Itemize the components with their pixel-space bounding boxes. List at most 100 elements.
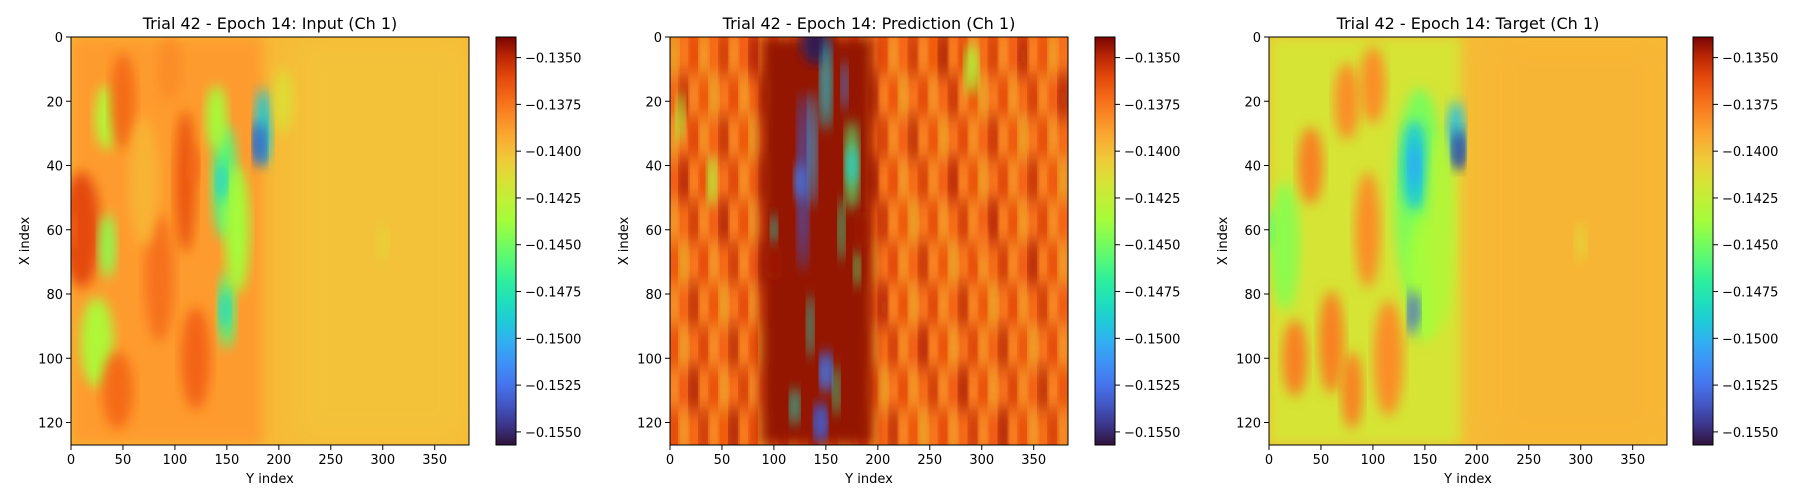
x-tick-label: 250 [1516,453,1541,468]
y-tick-label: 120 [38,417,63,432]
streak [959,361,968,420]
streak [929,277,938,336]
colorbar-tick-label: −0.1450 [1124,239,1180,254]
field-blob [790,387,799,426]
streak [939,152,948,211]
streak [999,152,1008,211]
streak [979,403,988,445]
field-blob [707,155,716,208]
x-axis-label: Y index [844,472,893,487]
streak [909,69,918,127]
y-tick-label: 40 [46,160,63,175]
streak [709,277,719,336]
streak [1029,319,1038,378]
streak [879,236,888,295]
streak [729,152,739,211]
field-blob [820,40,832,131]
panel-3: Trial 42 - Epoch 14: Target (Ch 1) 0 50 100… [1216,14,1778,487]
streak [969,361,978,420]
field-blob [99,213,116,278]
streak [889,152,898,211]
streak [1059,69,1068,127]
field-blob [71,171,101,288]
streak [1019,319,1028,378]
streak [699,152,709,211]
streak [709,69,719,127]
y-tick-label: 80 [1244,288,1261,303]
streak [999,277,1008,336]
streak [689,277,699,336]
y-tick-label: 0 [1253,31,1261,46]
streak [679,152,689,211]
streak [1009,69,1018,127]
x-tick-label: 200 [1464,453,1489,468]
streak [889,194,898,253]
streak [689,319,699,378]
streak [989,194,998,253]
streak [1039,403,1048,445]
streak [879,319,888,378]
y-tick-label: 0 [55,31,63,46]
heatmap-feature-1 [216,162,227,201]
heatmap-feature-5 [768,242,780,282]
y-tick-label: 0 [654,31,662,46]
heatmap-feature-3 [815,403,826,442]
streak [1009,110,1018,169]
streak [1039,194,1048,253]
streak [989,236,998,295]
x-tick-label: 350 [1620,453,1645,468]
streak [689,236,699,295]
streak [919,277,928,336]
x-tick-label: 250 [917,453,942,468]
streak [689,110,699,169]
heatmap-image [71,37,469,445]
field-blob [676,91,685,144]
field-blob [181,306,211,410]
streak [949,361,958,420]
streak [699,403,709,445]
streak [909,194,918,253]
streak [1019,361,1028,420]
field-blob [102,351,134,429]
streak [959,236,968,295]
streak [979,361,988,420]
streak [909,361,918,420]
heatmap-feature-0 [254,123,266,163]
streak [749,110,759,169]
field-blob [174,110,196,253]
streak [1049,361,1058,420]
streak [949,110,958,169]
streak [919,152,928,211]
field-blob [1360,46,1386,124]
streak [909,403,918,445]
streak [959,403,968,445]
colorbar-scale [495,36,517,446]
streak [699,319,709,378]
heatmap-feature-2 [219,290,230,330]
streak [1029,236,1038,295]
streak [899,361,908,420]
streak [729,236,739,295]
streak [729,110,739,169]
streak [1019,403,1028,445]
y-axis-label: X index [18,216,33,265]
streak [1039,152,1048,211]
streak [989,277,998,336]
streak [1039,236,1048,295]
streak [899,403,908,445]
streak [889,69,898,127]
streak [949,236,958,295]
streak [899,236,908,295]
streak [1019,194,1028,253]
streak [670,277,679,336]
colorbar-tick-label: −0.1375 [1722,98,1778,113]
streak [1039,69,1048,127]
streak [949,319,958,378]
field-blob [841,59,848,111]
x-tick-label: 150 [813,453,838,468]
streak [879,361,888,420]
streak [919,69,928,127]
heatmap-feature-2 [1409,290,1420,330]
colorbar-tick-label: −0.1500 [1722,332,1778,347]
